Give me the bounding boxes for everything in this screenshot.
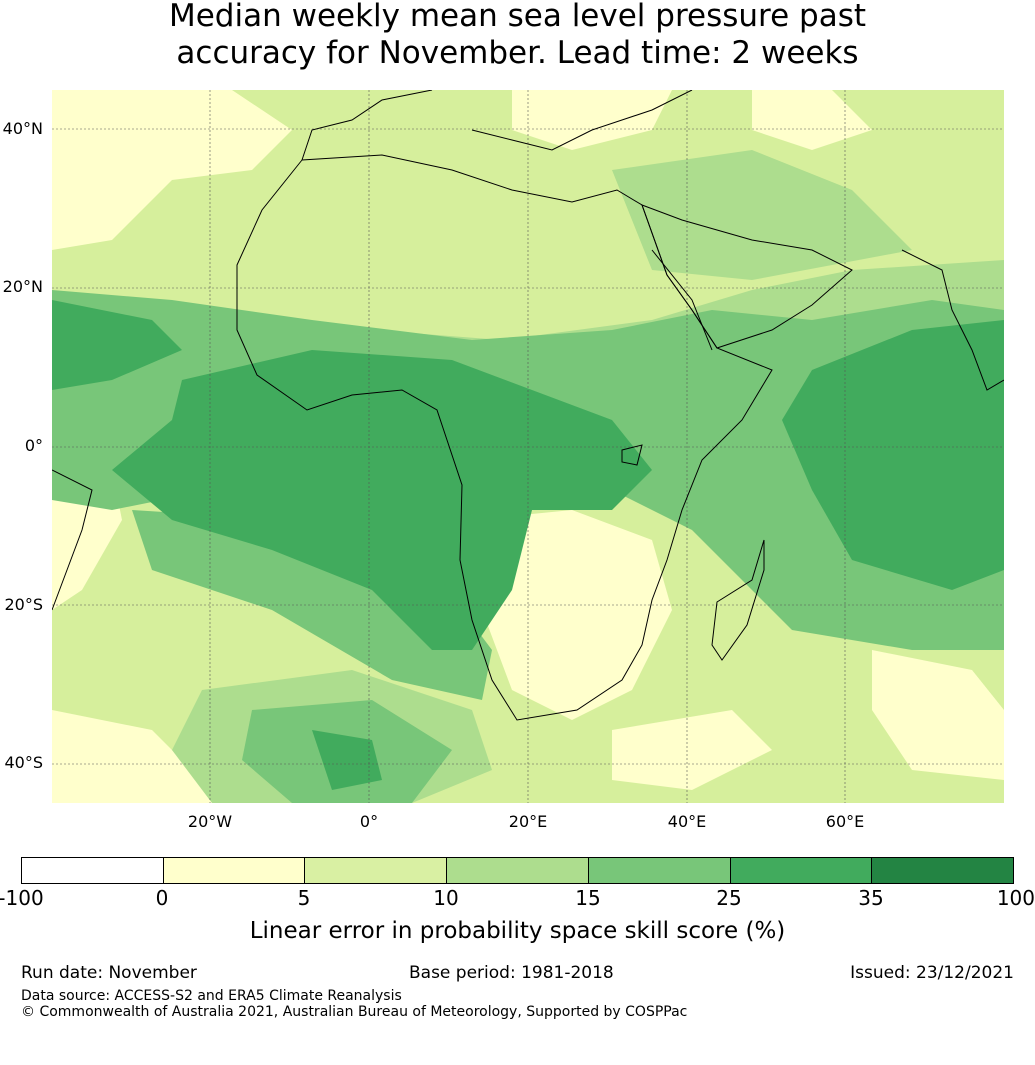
run-date: Run date: November — [21, 963, 197, 983]
colorbar-tick-25: 25 — [716, 886, 742, 910]
lat-label-20n: 20°N — [2, 277, 43, 296]
title-line-2: accuracy for November. Lead time: 2 week… — [176, 35, 859, 71]
skill-band-25-35 — [52, 300, 1004, 790]
colorbar-label: Linear error in probability space skill … — [249, 918, 786, 944]
colorbar-segment-5 — [730, 858, 873, 883]
colorbar-tick-0: 0 — [155, 886, 169, 910]
issued-date: Issued: 23/12/2021 — [850, 963, 1014, 983]
coastline-africa — [236, 154, 773, 721]
lon-label-0: 0° — [359, 812, 379, 831]
colorbar-segment-1 — [163, 858, 306, 883]
skill-score-map — [52, 90, 1004, 803]
lat-label-0: 0° — [24, 436, 43, 455]
coastline-lake-victoria — [621, 444, 643, 466]
colorbar-segment-4 — [588, 858, 731, 883]
colorbar-segment-2 — [305, 858, 448, 883]
lat-label-40s: 40°S — [4, 753, 43, 772]
lon-label-60e: 60°E — [825, 812, 865, 831]
chart-title: Median weekly mean sea level pressure pa… — [0, 0, 1035, 72]
coastline-europe — [301, 90, 693, 161]
colorbar — [21, 857, 1014, 884]
lat-label-40n: 40°N — [2, 119, 43, 138]
coastline-arabia — [641, 204, 853, 349]
colorbar-tick-10: 10 — [433, 886, 459, 910]
coastline-madagascar — [711, 539, 765, 661]
colorbar-tick-minus100: -100 — [0, 886, 44, 910]
data-source: Data source: ACCESS-S2 and ERA5 Climate … — [21, 988, 402, 1004]
lon-label-20w: 20°W — [187, 812, 233, 831]
title-line-1: Median weekly mean sea level pressure pa… — [168, 0, 866, 34]
coastline-india — [901, 249, 1004, 391]
colorbar-tick-35: 35 — [858, 886, 884, 910]
copyright: © Commonwealth of Australia 2021, Austra… — [21, 1004, 688, 1020]
coastline-south-america — [52, 469, 93, 611]
base-period: Base period: 1981-2018 — [409, 963, 614, 983]
colorbar-tick-5: 5 — [297, 886, 311, 910]
map-gridlines — [52, 90, 1004, 803]
coastlines — [52, 90, 1004, 721]
colorbar-tick-100: 100 — [996, 886, 1035, 910]
coastline-red-sea — [651, 249, 713, 351]
colorbar-segment-3 — [447, 858, 589, 883]
lat-label-20s: 20°S — [4, 595, 43, 614]
colorbar-segment-0 — [22, 858, 164, 883]
colorbar-segment-6 — [872, 858, 1014, 883]
lon-label-20e: 20°E — [508, 812, 548, 831]
lon-label-40e: 40°E — [667, 812, 707, 831]
colorbar-tick-15: 15 — [575, 886, 601, 910]
map-panel — [52, 90, 1004, 803]
